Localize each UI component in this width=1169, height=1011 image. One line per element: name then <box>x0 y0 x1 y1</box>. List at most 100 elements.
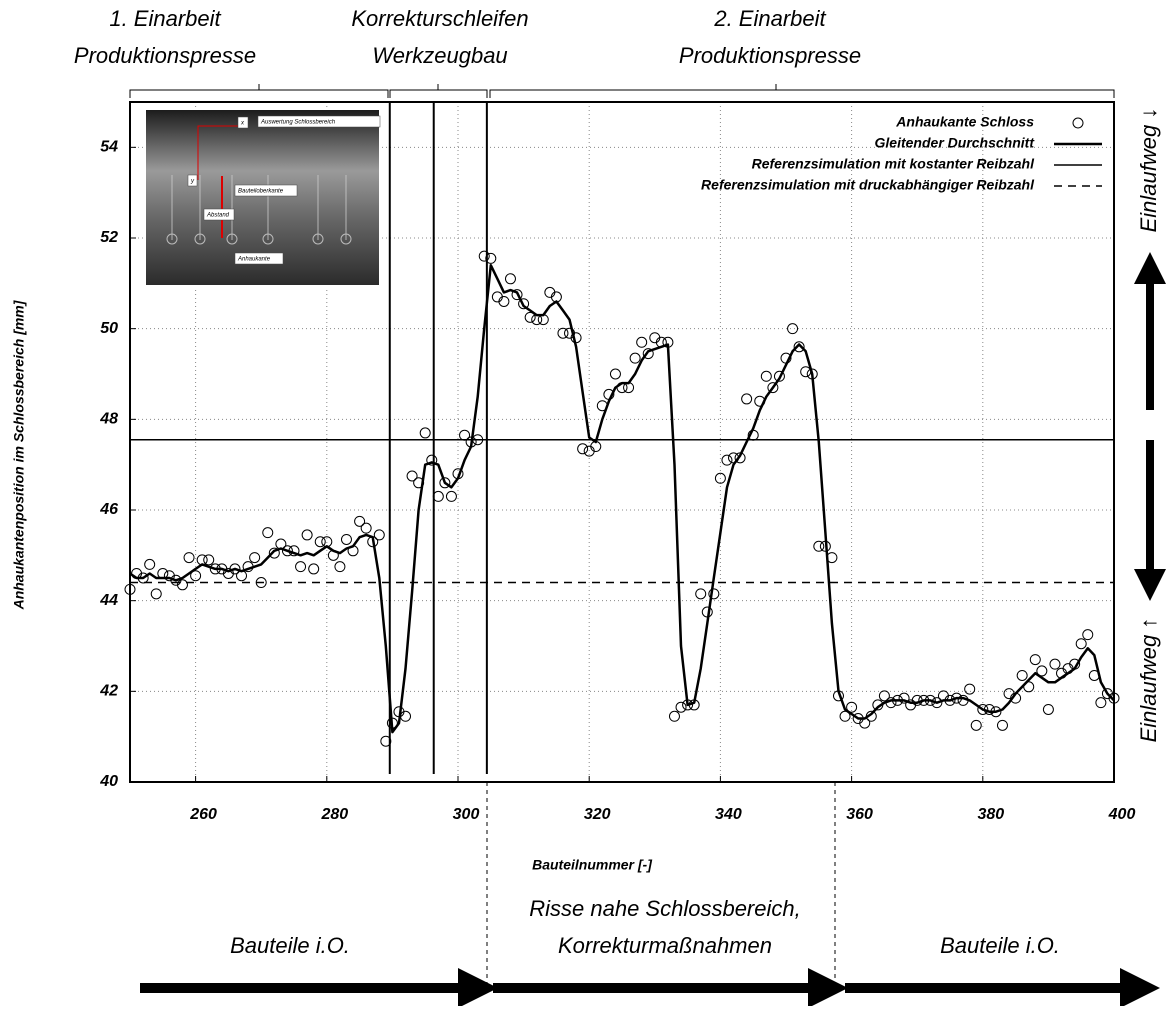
data-point <box>708 588 720 600</box>
data-point <box>1075 638 1087 650</box>
data-point <box>1036 665 1048 677</box>
data-point <box>308 563 320 575</box>
legend-label: Gleitender Durchschnitt <box>875 135 1036 151</box>
inset-label: Abstand <box>206 213 230 219</box>
y-tick-label: 54 <box>100 139 118 156</box>
data-point <box>281 545 293 557</box>
phase-label: Korrekturmaßnahmen <box>558 933 772 958</box>
data-point <box>970 719 982 731</box>
data-point <box>485 252 497 264</box>
data-point <box>1049 658 1061 670</box>
legend-symbol <box>1072 117 1084 129</box>
y-tick-label: 50 <box>100 320 118 337</box>
inset-pointer <box>197 125 240 180</box>
data-point <box>340 533 352 545</box>
x-tick-label: 280 <box>320 806 348 823</box>
inset-marker <box>312 233 324 245</box>
data-point <box>373 529 385 541</box>
y-tick-label: 52 <box>100 229 118 246</box>
data-point <box>1042 703 1054 715</box>
data-point <box>787 323 799 335</box>
data-point <box>229 563 241 575</box>
side-label: Einlaufweg ↑ <box>1136 618 1161 743</box>
data-point <box>996 719 1008 731</box>
x-tick-label: 400 <box>1108 806 1136 823</box>
x-tick-label: 320 <box>584 806 611 823</box>
data-point <box>518 298 530 310</box>
phase-label: 1. Einarbeit <box>109 6 221 31</box>
data-point <box>524 311 536 323</box>
phase-label: Produktionspresse <box>679 43 861 68</box>
inset-marker <box>166 233 178 245</box>
data-point <box>793 341 805 353</box>
data-point <box>504 273 516 285</box>
data-point <box>445 490 457 502</box>
inset-box <box>203 208 235 221</box>
data-point <box>439 477 451 489</box>
data-point <box>675 701 687 713</box>
y-tick-label: 42 <box>99 683 118 700</box>
phase-label: Bauteile i.O. <box>940 933 1060 958</box>
data-point <box>478 250 490 262</box>
inset-marker <box>262 233 274 245</box>
inset-label: Anhaukante <box>237 257 271 263</box>
x-tick-label: 300 <box>453 806 480 823</box>
data-point <box>144 558 156 570</box>
data-point <box>419 427 431 439</box>
data-point <box>249 552 261 564</box>
data-point <box>268 547 280 559</box>
data-point <box>426 454 438 466</box>
legend-label: Anhaukante Schloss <box>895 114 1034 130</box>
inset-box <box>257 115 381 128</box>
data-point <box>1029 654 1041 666</box>
data-point <box>1016 669 1028 681</box>
data-point <box>695 588 707 600</box>
y-tick-label: 40 <box>99 773 118 790</box>
inset-box <box>187 174 198 187</box>
data-point <box>557 327 569 339</box>
data-point <box>813 540 825 552</box>
data-point <box>203 554 215 566</box>
data-point <box>773 370 785 382</box>
x-axis-title: Bauteilnummer [-] <box>532 857 653 873</box>
bracket <box>389 84 488 98</box>
y-tick-label: 48 <box>99 411 118 428</box>
y-tick-label: 46 <box>99 501 118 518</box>
inset-marker <box>226 233 238 245</box>
data-point <box>1082 629 1094 641</box>
data-point <box>642 348 654 360</box>
data-point <box>964 683 976 695</box>
data-point <box>354 515 366 527</box>
data-point <box>668 710 680 722</box>
line-series <box>129 263 1115 734</box>
phase-label: Werkzeugbau <box>372 43 507 68</box>
data-point <box>760 370 772 382</box>
data-point <box>741 393 753 405</box>
phase-label: Produktionspresse <box>74 43 256 68</box>
data-point <box>1095 697 1107 709</box>
data-point <box>629 352 641 364</box>
data-point <box>301 529 313 541</box>
inset-label: y <box>190 179 195 185</box>
legend-label: Referenzsimulation mit kostanter Reibzah… <box>752 156 1036 172</box>
data-point <box>498 295 510 307</box>
data-point <box>511 289 523 301</box>
bracket <box>129 84 389 98</box>
data-point <box>295 561 307 573</box>
x-tick-label: 260 <box>189 806 217 823</box>
inset-marker <box>340 233 352 245</box>
y-tick-label: 44 <box>99 592 118 609</box>
data-point <box>878 690 890 702</box>
data-point <box>1108 692 1120 704</box>
data-point <box>714 472 726 484</box>
inset-label: Bauteiloberkante <box>238 189 284 195</box>
side-label: Einlaufweg ↓ <box>1136 108 1161 233</box>
data-point <box>846 701 858 713</box>
data-point <box>609 368 621 380</box>
data-point <box>636 336 648 348</box>
y-axis-title: Anhaukantenposition im Schlossbereich [m… <box>11 299 27 610</box>
data-point <box>721 454 733 466</box>
data-point <box>432 490 444 502</box>
data-point <box>380 735 392 747</box>
legend-label: Referenzsimulation mit druckabhängiger R… <box>701 177 1035 193</box>
